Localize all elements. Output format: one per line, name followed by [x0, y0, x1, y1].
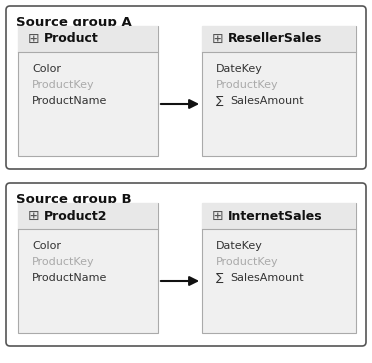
Text: SalesAmount: SalesAmount	[230, 273, 304, 283]
Text: ProductName: ProductName	[32, 96, 108, 106]
Text: ProductName: ProductName	[32, 273, 108, 283]
Text: ProductKey: ProductKey	[32, 257, 94, 267]
Text: Product2: Product2	[44, 209, 108, 223]
Text: ResellerSales: ResellerSales	[228, 33, 323, 45]
Text: Source group A: Source group A	[16, 16, 132, 29]
Text: DateKey: DateKey	[216, 241, 263, 251]
Text: ProductKey: ProductKey	[216, 257, 279, 267]
Text: ProductKey: ProductKey	[216, 80, 279, 90]
Bar	[18, 26, 158, 156]
Text: Source group B: Source group B	[16, 193, 132, 206]
Bar	[18, 203, 158, 333]
Text: SalesAmount: SalesAmount	[230, 96, 304, 106]
Text: ∑: ∑	[216, 273, 224, 283]
Text: DateKey: DateKey	[216, 64, 263, 74]
Text: Color: Color	[32, 64, 61, 74]
Text: ⊞: ⊞	[28, 209, 40, 223]
Text: ProductKey: ProductKey	[32, 80, 94, 90]
Bar	[18, 26, 158, 52]
Bar	[202, 203, 356, 229]
FancyBboxPatch shape	[6, 6, 366, 169]
Text: ⊞: ⊞	[212, 209, 224, 223]
Bar	[202, 26, 356, 52]
FancyBboxPatch shape	[6, 183, 366, 346]
Text: ∑: ∑	[216, 96, 224, 106]
Text: ⊞: ⊞	[212, 32, 224, 46]
Text: Product: Product	[44, 33, 99, 45]
Text: ⊞: ⊞	[28, 32, 40, 46]
Bar	[18, 203, 158, 229]
Bar	[202, 26, 356, 156]
Text: InternetSales: InternetSales	[228, 209, 323, 223]
Bar	[202, 203, 356, 333]
Text: Color: Color	[32, 241, 61, 251]
